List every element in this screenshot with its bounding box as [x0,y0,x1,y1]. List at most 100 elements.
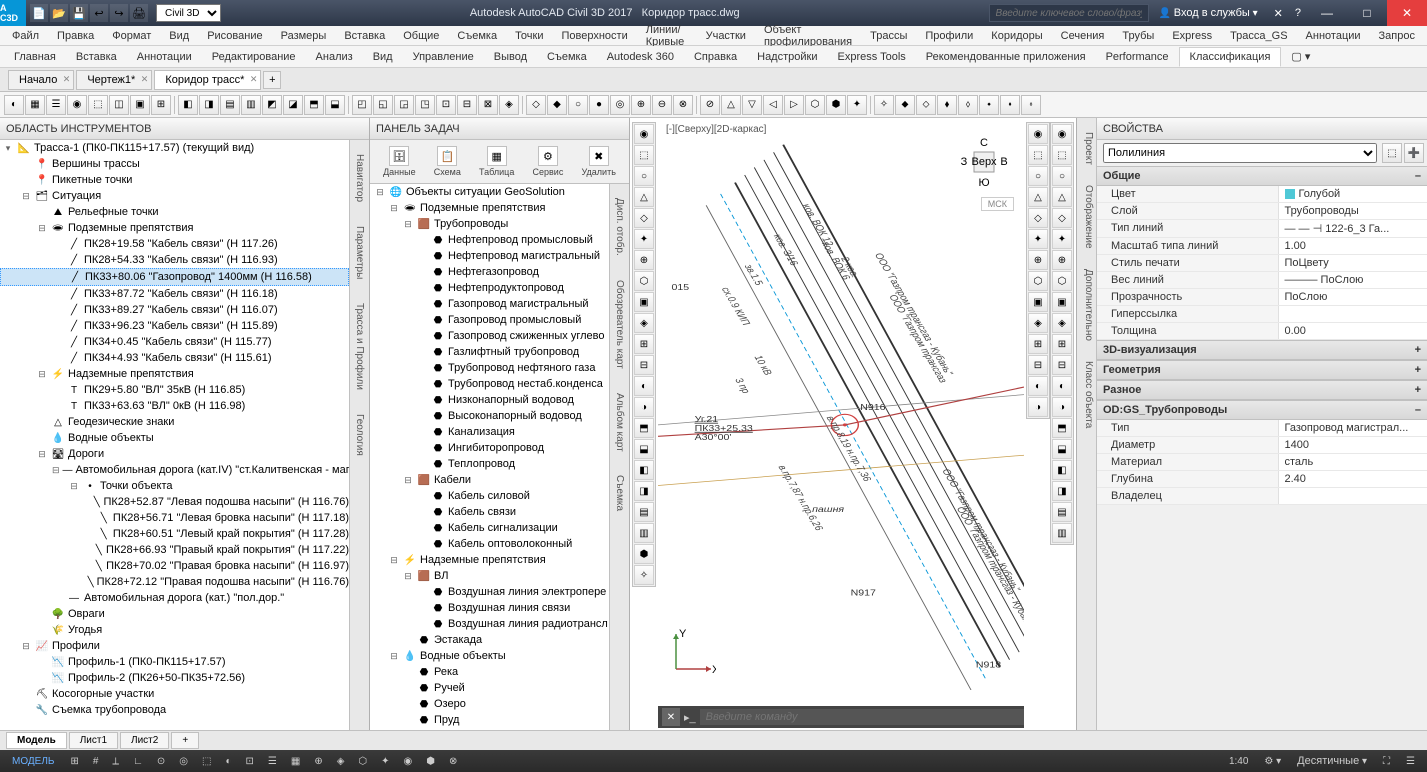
task-tree-item[interactable]: ⬣Газопровод сжиженных углево [370,328,609,344]
dwg-tool-1[interactable]: ⬚ [1028,145,1048,165]
task-tree-item[interactable]: ⬣Низконапорный водовод [370,392,609,408]
tree-item[interactable]: ⊟🗂Ситуация [0,188,349,204]
dwg-tool-11[interactable]: ⊟ [1052,355,1072,375]
task-tree-item[interactable]: ⬣Трубопровод нестаб.конденса [370,376,609,392]
tree-item[interactable]: ╱ПК33+89.27 "Кабель связи" (H 116.07) [0,302,349,318]
props-value[interactable]: ——— ПоСлою [1279,272,1427,288]
props-vtab-Класс объекта[interactable]: Класс объекта [1077,353,1096,436]
toolbar-button-37[interactable]: ⬡ [805,95,825,115]
ribbon-tab-8[interactable]: Съемка [537,48,597,66]
ribbon-tab-11[interactable]: Надстройки [747,48,827,66]
toolbar-button-38[interactable]: ⬢ [826,95,846,115]
props-quickselect-button[interactable]: ⬚ [1382,143,1402,163]
toolbar-button-12[interactable]: ◩ [262,95,282,115]
task-tree-item[interactable]: ⊟🟫ВЛ [370,568,609,584]
ribbon-collapse-button[interactable]: ▢ ▾ [1281,47,1320,66]
toolbar-button-29[interactable]: ⊕ [631,95,651,115]
task-tree-item[interactable]: ⊟🕳Подземные препятствия [370,200,609,216]
task-tree-item[interactable]: ⬣Высоконапорный водовод [370,408,609,424]
tree-toggle-icon[interactable]: ⊟ [36,369,48,380]
props-value[interactable] [1279,488,1427,504]
dwg-tool-19[interactable]: ▥ [634,523,654,543]
tree-item[interactable]: ⛰Рельефные точки [0,204,349,220]
props-row[interactable]: СлойТрубопроводы [1097,203,1427,220]
task-tree[interactable]: ⊟🌐Объекты ситуации GeoSolution⊟🕳Подземны… [370,184,609,730]
dwg-tool-12[interactable]: ◐ [1052,376,1072,396]
task-tree-item[interactable]: ⬣Газопровод промысловый [370,312,609,328]
toolbar-button-18[interactable]: ◲ [394,95,414,115]
layout-tab-Лист2[interactable]: Лист2 [120,732,169,749]
tree-toggle-icon[interactable]: ⊟ [388,555,400,566]
status-scale[interactable]: 1:40 [1223,754,1254,769]
tree-item[interactable]: ⊟⚡Надземные препятствия [0,366,349,382]
dwg-tool-1[interactable]: ⬚ [1052,145,1072,165]
status-toggle-2[interactable]: ⟂ [106,754,125,769]
search-input[interactable] [989,4,1149,22]
toolbar-button-10[interactable]: ▤ [220,95,240,115]
toolbar-button-9[interactable]: ◨ [199,95,219,115]
dwg-tool-13[interactable]: ◑ [634,397,654,417]
cmd-close-button[interactable]: ✕ [662,708,680,726]
toolbar-button-33[interactable]: △ [721,95,741,115]
task-tree-item[interactable]: ⬣Кабель связи [370,504,609,520]
toolbar-button-2[interactable]: ☰ [46,95,66,115]
maximize-button[interactable]: □ [1347,0,1387,26]
menu-трасса_gs[interactable]: Трасса_GS [1222,28,1295,44]
view-cube[interactable]: Верх С Ю З В МСК [954,132,1014,192]
dwg-tool-10[interactable]: ⊞ [634,334,654,354]
tree-toggle-icon[interactable]: ⊟ [388,651,400,662]
tree-toggle-icon[interactable]: ⊟ [374,187,386,198]
dwg-tool-6[interactable]: ⊕ [634,250,654,270]
props-row[interactable]: Вес линий——— ПоСлою [1097,272,1427,289]
task-tree-item[interactable]: ⬣Ручей [370,680,609,696]
tree-item[interactable]: 🔧Съемка трубопровода [0,702,349,718]
toolbar-button-31[interactable]: ⊗ [673,95,693,115]
status-toggle-10[interactable]: ▦ [285,754,306,769]
tree-item[interactable]: 📉Профиль-2 (ПК26+50-ПК35+72.56) [0,670,349,686]
task-tree-item[interactable]: ⬣Река [370,664,609,680]
tree-item[interactable]: ╲ПК28+72.12 "Правая подошва насыпи" (H 1… [0,574,349,590]
menu-формат[interactable]: Формат [104,28,159,44]
toolbar-button-13[interactable]: ◪ [283,95,303,115]
vtab-Геология[interactable]: Геология [352,406,367,464]
task-tree-item[interactable]: ⬣Пруд [370,712,609,728]
status-toggle-8[interactable]: ⊡ [240,754,260,769]
task-vtab-Альбом карт[interactable]: Альбом карт [612,385,627,460]
tree-item[interactable]: 💧Водные объекты [0,430,349,446]
dwg-tool-21[interactable]: ✧ [634,565,654,585]
toolbar-button-14[interactable]: ⬒ [304,95,324,115]
tree-item[interactable]: —Автомобильная дорога (кат.) "пол.дор." [0,590,349,606]
dwg-tool-2[interactable]: ○ [1028,166,1048,186]
task-tree-item[interactable]: ⬣Нефтегазопровод [370,264,609,280]
toolbar-button-39[interactable]: ✦ [847,95,867,115]
tree-toggle-icon[interactable]: ⊟ [36,223,48,234]
task-tree-item[interactable]: ⊟🌐Объекты ситуации GeoSolution [370,184,609,200]
dwg-tool-10[interactable]: ⊞ [1052,334,1072,354]
layout-tab-Лист1[interactable]: Лист1 [69,732,118,749]
ribbon-tab-14[interactable]: Performance [1096,48,1179,66]
tree-item[interactable]: ╱ПК33+87.72 "Кабель связи" (H 116.18) [0,286,349,302]
status-toggle-16[interactable]: ⬢ [420,754,441,769]
tree-toggle-icon[interactable]: ▾ [2,143,14,154]
qat-button-4[interactable]: ↪ [110,4,128,22]
tree-item[interactable]: 📍Пикетные точки [0,172,349,188]
task-vtab-Обозреватель карт[interactable]: Обозреватель карт [612,272,627,377]
toolbar-button-47[interactable]: ⬫ [1021,95,1041,115]
tree-toggle-icon[interactable]: ⊟ [52,465,60,476]
dwg-tool-9[interactable]: ◈ [1028,313,1048,333]
tree-toggle-icon[interactable]: ⊟ [36,449,48,460]
props-value[interactable]: — — ⊣ 122-6_3 Га... [1279,220,1427,237]
toolbar-button-5[interactable]: ◫ [109,95,129,115]
dwg-tool-4[interactable]: ◇ [1028,208,1048,228]
menu-сечения[interactable]: Сечения [1053,28,1113,44]
dwg-tool-15[interactable]: ⬓ [634,439,654,459]
object-type-selector[interactable]: Полилиния [1103,143,1377,163]
doc-tab-close-icon[interactable]: ✕ [250,74,258,85]
dwg-tool-5[interactable]: ✦ [1052,229,1072,249]
dwg-tool-8[interactable]: ▣ [1028,292,1048,312]
ribbon-tab-10[interactable]: Справка [684,48,747,66]
status-toggle-17[interactable]: ⊗ [443,754,463,769]
dwg-tool-2[interactable]: ○ [1052,166,1072,186]
dwg-tool-17[interactable]: ◨ [1052,481,1072,501]
tree-item[interactable]: 📍Вершины трассы [0,156,349,172]
